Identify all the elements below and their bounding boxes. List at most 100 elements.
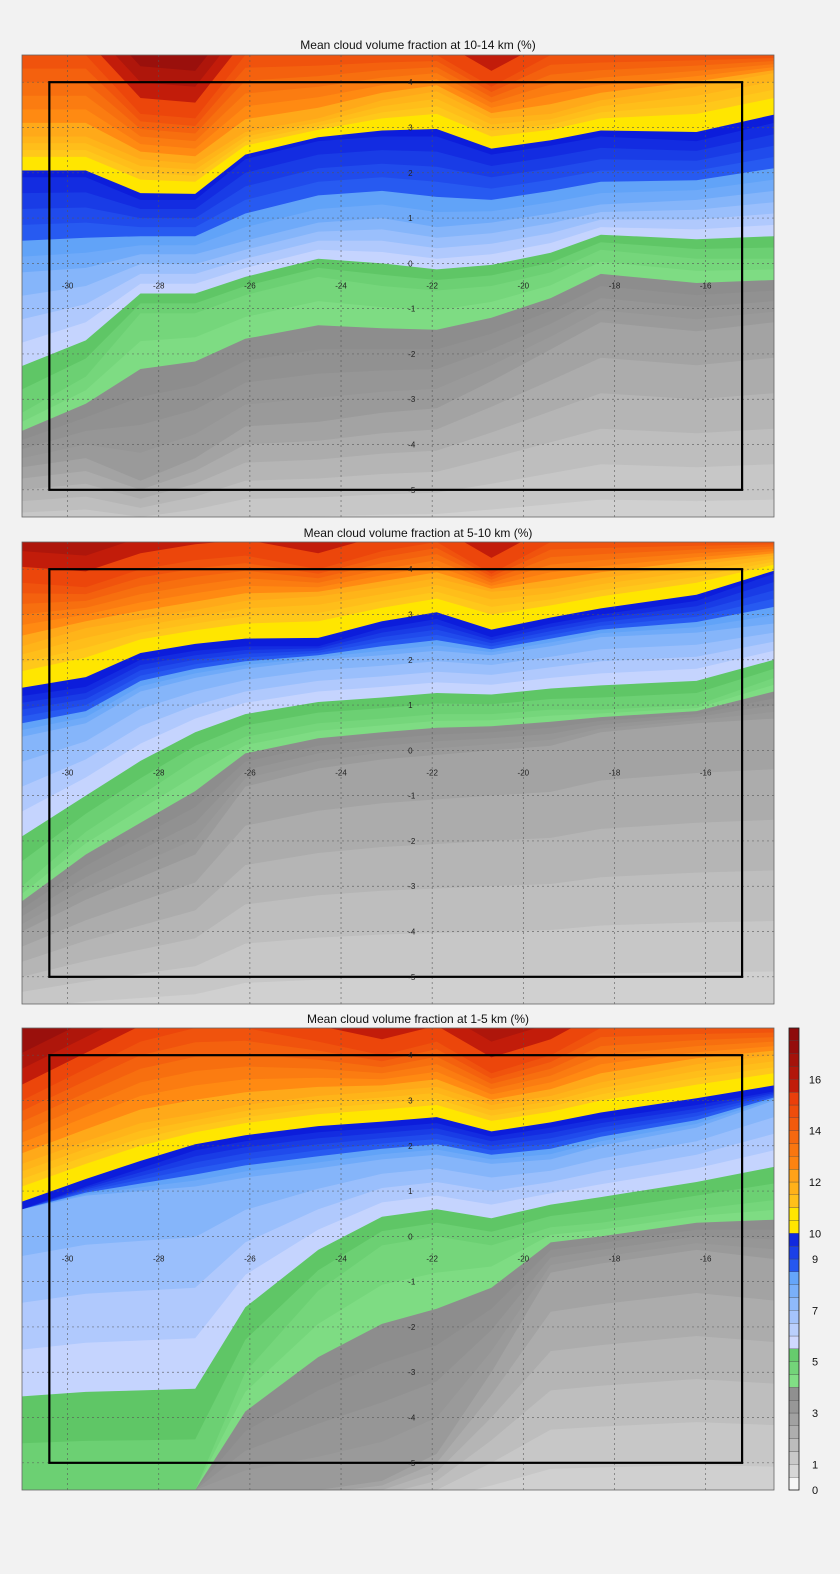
contour-fill	[22, 55, 774, 517]
y-tick-label: -4	[408, 928, 416, 937]
contour-fill	[22, 1028, 774, 1490]
y-tick-label: -2	[408, 837, 416, 846]
contour-band	[22, 1028, 73, 1053]
y-tick-label: 0	[408, 259, 413, 268]
x-tick-label: -16	[700, 281, 712, 290]
y-tick-label: 4	[408, 565, 413, 574]
colorbar-swatch	[788, 1297, 800, 1311]
y-tick-label: 1	[408, 1187, 413, 1196]
x-tick-label: -20	[518, 1254, 530, 1263]
y-tick-label: 3	[408, 123, 413, 132]
colorbar-swatch	[788, 1361, 800, 1375]
colorbar-swatch	[788, 1117, 800, 1131]
x-tick-label: -24	[335, 1254, 347, 1263]
colorbar-swatch	[788, 1079, 800, 1093]
colorbar-tick-label: 16	[809, 1074, 821, 1086]
colorbar-swatch	[788, 1438, 800, 1452]
colorbar-swatch	[788, 1040, 800, 1054]
x-tick-label: -30	[62, 281, 74, 290]
colorbar-swatch	[788, 1233, 800, 1247]
colorbar-swatch	[788, 1477, 800, 1491]
y-tick-label: -2	[408, 1323, 416, 1332]
x-tick-label: -22	[426, 281, 438, 290]
y-tick-label: 2	[408, 169, 413, 178]
region-box	[48, 1054, 744, 1464]
y-tick-label: 2	[408, 656, 413, 665]
colorbar-swatch	[788, 1412, 800, 1426]
y-tick-label: 4	[408, 1051, 413, 1060]
x-tick-label: -30	[62, 768, 74, 777]
y-tick-label: -3	[408, 882, 416, 891]
plot-frame	[21, 1027, 775, 1491]
y-tick-label: -1	[408, 305, 416, 314]
y-tick-label: -1	[408, 792, 416, 801]
x-tick-label: -28	[153, 281, 165, 290]
colorbar: 0 1 3 5 7 9 10 12 14 16	[788, 1027, 821, 1497]
colorbar-swatch	[788, 1066, 800, 1080]
y-tick-label: -5	[408, 1459, 416, 1468]
x-tick-label: -18	[609, 281, 621, 290]
colorbar-swatch	[788, 1258, 800, 1272]
x-tick-label: -30	[62, 1254, 74, 1263]
panel-3: -30 -28 -26 -24 -22 -20 -18 -16 4 3 2 1 0 -1 -2 -3 -4 -5 M…	[21, 1012, 775, 1491]
y-tick-label: 0	[408, 1232, 413, 1241]
contour-band	[22, 1028, 536, 1069]
x-tick-label: -26	[244, 281, 256, 290]
colorbar-swatch	[788, 1323, 800, 1337]
region-box	[48, 81, 744, 491]
colorbar-swatch	[788, 1400, 800, 1414]
colorbar-frame	[788, 1027, 800, 1491]
colorbar-swatch	[788, 1104, 800, 1118]
colorbar-tick-label: 12	[809, 1177, 821, 1189]
x-tick-label: -20	[518, 768, 530, 777]
colorbar-swatch	[788, 1425, 800, 1439]
y-tick-label: 0	[408, 746, 413, 755]
x-tick-label: -20	[518, 281, 530, 290]
colorbar-tick-label: 7	[812, 1305, 818, 1317]
colorbar-swatch	[788, 1284, 800, 1298]
y-tick-label: -3	[408, 1368, 416, 1377]
panel-title: Mean cloud volume fraction at 1-5 km (%)	[307, 1012, 529, 1026]
contour-band	[115, 55, 492, 87]
colorbar-swatch	[788, 1220, 800, 1234]
contour-band	[130, 55, 208, 71]
colorbar-swatch	[788, 1194, 800, 1208]
colorbar-swatch	[788, 1156, 800, 1170]
colorbar-tick-label: 1	[812, 1459, 818, 1471]
colorbar-tick-label: 0	[812, 1485, 818, 1497]
colorbar-tick-label: 14	[809, 1126, 821, 1138]
y-tick-label: 3	[408, 610, 413, 619]
y-tick-label: -1	[408, 1278, 416, 1287]
y-tick-label: 4	[408, 78, 413, 87]
y-tick-label: -4	[408, 1414, 416, 1423]
y-tick-label: -3	[408, 395, 416, 404]
colorbar-tick-label: 9	[812, 1254, 818, 1266]
x-tick-label: -16	[700, 768, 712, 777]
region-box	[48, 568, 744, 978]
y-tick-label: -5	[408, 973, 416, 982]
colorbar-swatch	[788, 1207, 800, 1221]
contour-band	[22, 542, 774, 588]
colorbar-swatch	[788, 1335, 800, 1349]
colorbar-swatch	[788, 1169, 800, 1183]
colorbar-tick-label: 5	[812, 1357, 818, 1369]
x-tick-label: -28	[153, 768, 165, 777]
plot-frame	[21, 541, 775, 1005]
colorbar-swatch	[788, 1310, 800, 1324]
contour-fill	[22, 542, 774, 1004]
contour-band	[22, 542, 522, 572]
x-tick-label: -26	[244, 768, 256, 777]
colorbar-swatch	[788, 1053, 800, 1067]
y-tick-label: 1	[408, 701, 413, 710]
x-tick-label: -18	[609, 1254, 621, 1263]
plot-frame	[21, 54, 775, 518]
colorbar-swatch	[788, 1181, 800, 1195]
colorbar-swatch	[788, 1374, 800, 1388]
colorbar-swatch	[788, 1143, 800, 1157]
x-tick-label: -24	[335, 768, 347, 777]
colorbar-tick-label: 10	[809, 1228, 821, 1240]
x-tick-label: -26	[244, 1254, 256, 1263]
contour-band	[22, 1028, 774, 1122]
